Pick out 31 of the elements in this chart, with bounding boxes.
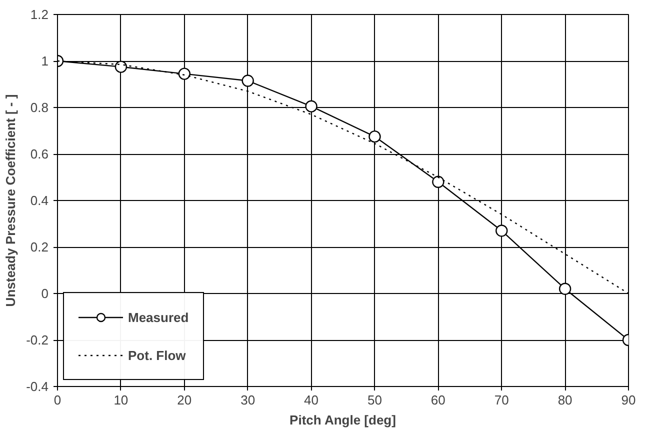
x-tick-label: 50 <box>367 392 382 408</box>
x-tick-label: 70 <box>494 392 509 408</box>
x-tick-label: 0 <box>54 392 62 408</box>
y-tick-label: 0.8 <box>30 100 49 115</box>
point <box>242 74 254 87</box>
y-tick-label: -0.2 <box>26 332 49 348</box>
x-tick-label: 30 <box>240 392 256 408</box>
point <box>114 60 128 73</box>
x-tick-label: 90 <box>621 392 636 408</box>
point <box>368 130 381 143</box>
y-tick-label: 0 <box>41 286 49 301</box>
point <box>496 224 508 237</box>
point <box>305 100 318 112</box>
x-tick-label: 60 <box>430 392 446 408</box>
x-tick-label: 80 <box>558 392 572 408</box>
y-tick-label: 0.4 <box>30 193 49 208</box>
y-tick-label: 0.6 <box>30 146 49 162</box>
x-axis-title: Pitch Angle [deg] <box>290 412 396 428</box>
point <box>432 176 444 188</box>
point <box>558 282 572 295</box>
legend-label: Measured <box>128 310 189 324</box>
y-axis-title: Unsteady Pressure Coefficient [ - ] <box>3 94 18 307</box>
y-tick-label: 1 <box>41 54 49 68</box>
y-tick-label: 0.2 <box>30 240 49 254</box>
point <box>178 68 190 80</box>
y-tick-label: 1.2 <box>30 7 49 22</box>
x-tick-label: 10 <box>114 392 128 408</box>
x-tick-label: 40 <box>304 392 319 408</box>
x-tick-label: 20 <box>177 392 192 408</box>
legend-label: Pot. Flow <box>128 348 186 362</box>
y-tick-label: -0.4 <box>26 379 49 394</box>
